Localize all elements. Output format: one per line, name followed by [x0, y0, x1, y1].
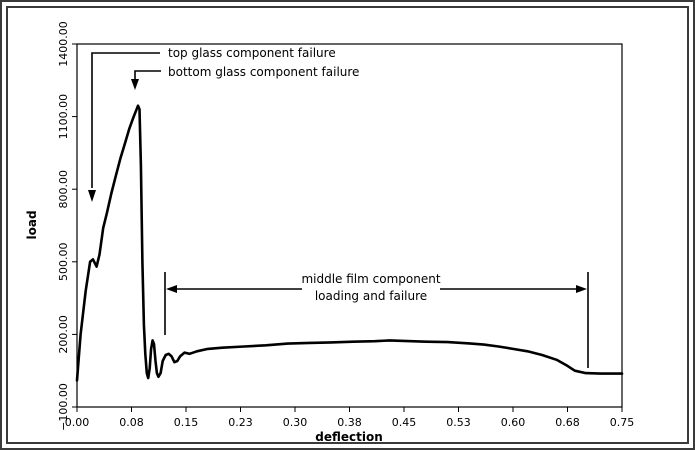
y-axis-title: load: [25, 210, 39, 239]
x-tick-label: 0.00: [65, 416, 90, 429]
x-tick-label: 0.23: [228, 416, 253, 429]
series-line-load: [75, 104, 624, 382]
annotation-middle-film: middle film component loading and failur…: [164, 272, 589, 368]
x-tick-label: 0.30: [283, 416, 308, 429]
x-tick-label: 0.60: [501, 416, 526, 429]
annotation-bottom-glass-arrowhead: [131, 79, 139, 90]
y-tick-label: 200.00: [57, 315, 70, 354]
annotation-bottom-glass-leader: [134, 70, 161, 82]
y-tick-label: 1400.00: [57, 21, 70, 67]
x-tick-labels: 0.00 0.08 0.15 0.23 0.30 0.38 0.45 0.53 0.60 0.68…: [65, 416, 635, 429]
axis-ticks: [72, 43, 623, 412]
x-tick-label: 0.53: [446, 416, 471, 429]
annotation-middle-film-left-arrowhead: [166, 285, 177, 293]
y-tick-label: −100.00: [57, 383, 70, 431]
annotation-top-glass-leader: [91, 52, 160, 188]
annotation-bottom-glass-label: bottom glass component failure: [168, 65, 359, 79]
x-tick-label: 0.15: [174, 416, 199, 429]
x-axis-title: deflection: [315, 430, 383, 444]
x-tick-label: 0.38: [337, 416, 362, 429]
x-tick-label: 0.08: [119, 416, 144, 429]
annotation-top-glass-failure: top glass component failure: [88, 46, 336, 202]
x-tick-label: 0.45: [392, 416, 417, 429]
annotation-middle-film-label-1: middle film component: [301, 272, 440, 286]
annotation-middle-film-label-2: loading and failure: [315, 289, 427, 303]
y-tick-label: 500.00: [57, 243, 70, 282]
x-tick-label: 0.75: [610, 416, 635, 429]
annotation-middle-film-right-arrowhead: [576, 285, 587, 293]
annotation-top-glass-label: top glass component failure: [168, 46, 336, 60]
y-tick-labels: −100.00 200.00 500.00 800.00 1100.00 1400.00: [57, 21, 70, 431]
annotation-bottom-glass-failure: bottom glass component failure: [131, 65, 359, 90]
annotation-top-glass-arrowhead: [88, 190, 96, 202]
y-tick-label: 1100.00: [57, 94, 70, 140]
x-tick-label: 0.68: [555, 416, 580, 429]
y-tick-label: 800.00: [57, 170, 70, 209]
